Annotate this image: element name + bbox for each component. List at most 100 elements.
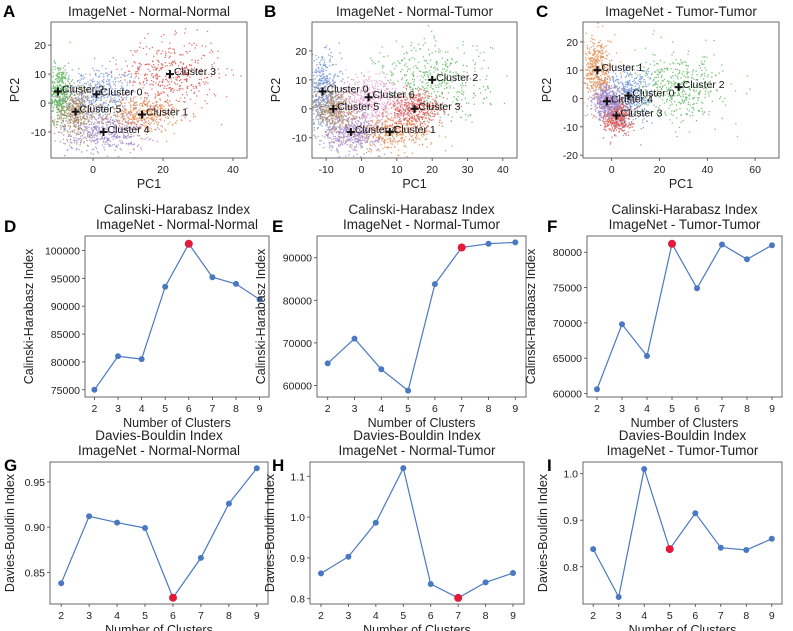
cluster-point <box>64 97 66 100</box>
cluster-point <box>91 118 93 120</box>
cluster-point <box>314 77 316 80</box>
cluster-point <box>383 131 385 133</box>
cluster-point <box>114 114 116 116</box>
cluster-point <box>351 121 353 123</box>
cluster-point <box>156 78 158 80</box>
cluster-point <box>85 73 87 75</box>
cluster-point <box>429 112 432 114</box>
cluster-point <box>102 114 104 117</box>
cluster-point <box>59 105 61 107</box>
cluster-point <box>145 128 147 130</box>
cluster-point <box>408 102 410 104</box>
cluster-point <box>60 71 62 73</box>
cluster-point <box>413 79 415 81</box>
cluster-point <box>62 119 64 121</box>
cluster-point <box>407 104 409 106</box>
cluster-point <box>435 97 437 99</box>
cluster-point <box>337 75 340 78</box>
cluster-point <box>322 76 324 78</box>
cluster-point <box>315 95 317 98</box>
cluster-point <box>78 127 80 129</box>
cluster-point <box>427 81 429 84</box>
cluster-point <box>62 100 64 102</box>
cluster-point <box>338 138 340 140</box>
cluster-point <box>409 109 411 112</box>
cluster-point <box>487 67 489 69</box>
cluster-point <box>130 50 132 52</box>
cluster-point <box>409 102 411 104</box>
cluster-point <box>401 136 404 138</box>
cluster-point <box>165 51 167 53</box>
cluster-point <box>417 43 420 45</box>
cluster-point <box>395 108 397 111</box>
cluster-point <box>339 126 341 128</box>
cluster-point <box>156 103 158 106</box>
cluster-point <box>73 102 75 104</box>
cluster-point <box>395 141 397 143</box>
cluster-point <box>114 78 116 80</box>
cluster-point <box>92 126 94 128</box>
cluster-point <box>369 144 371 146</box>
cluster-point <box>71 142 73 144</box>
cluster-point <box>97 90 99 92</box>
cluster-point <box>157 109 159 111</box>
cluster-point <box>145 127 147 129</box>
cluster-point <box>61 118 63 120</box>
cluster-point <box>119 126 121 128</box>
cluster-point <box>115 136 117 138</box>
cluster-point <box>364 118 366 120</box>
cluster-point <box>334 84 336 86</box>
cluster-point <box>388 126 390 128</box>
cluster-point <box>155 73 157 75</box>
cluster-point <box>191 59 193 61</box>
cluster-point <box>79 102 81 104</box>
cluster-point <box>148 111 150 113</box>
cluster-point <box>97 126 99 129</box>
cluster-point <box>331 91 333 93</box>
cluster-point <box>420 126 422 128</box>
cluster-point <box>413 114 415 117</box>
cluster-point <box>153 55 155 58</box>
cluster-point <box>312 130 313 132</box>
cluster-point <box>64 83 67 85</box>
cluster-point <box>346 124 348 127</box>
cluster-point <box>111 76 113 78</box>
cluster-label: Cluster 2 <box>62 83 104 95</box>
cluster-point <box>332 125 334 128</box>
cluster-point <box>115 63 117 65</box>
cluster-point <box>120 113 122 115</box>
cluster-point <box>330 95 332 97</box>
cluster-point <box>393 138 395 140</box>
cluster-point <box>410 49 413 51</box>
cluster-point <box>95 103 97 106</box>
cluster-point <box>60 109 62 112</box>
cluster-point <box>92 95 95 97</box>
cluster-point <box>176 108 178 110</box>
cluster-point <box>331 119 333 121</box>
cluster-point <box>316 58 318 60</box>
cluster-point <box>92 153 95 155</box>
cluster-point <box>431 110 433 112</box>
cluster-point <box>108 73 110 76</box>
cluster-point <box>400 130 402 132</box>
cluster-point <box>435 100 438 103</box>
cluster-point <box>82 75 84 77</box>
cluster-point <box>387 147 390 149</box>
cluster-point <box>325 45 328 47</box>
cluster-point <box>406 129 409 131</box>
cluster-point <box>368 134 370 136</box>
cluster-point <box>326 109 328 111</box>
cluster-point <box>331 94 333 96</box>
cluster-point <box>51 72 52 74</box>
cluster-point <box>61 71 63 73</box>
cluster-point <box>63 114 66 116</box>
y-tick-label: 0 <box>301 104 307 116</box>
cluster-point <box>61 77 63 80</box>
cluster-point <box>61 101 64 103</box>
cluster-point <box>120 128 122 130</box>
cluster-point <box>77 103 79 105</box>
cluster-point <box>55 88 57 90</box>
cluster-point <box>319 62 321 64</box>
cluster-point <box>146 105 149 107</box>
cluster-point <box>448 104 450 106</box>
